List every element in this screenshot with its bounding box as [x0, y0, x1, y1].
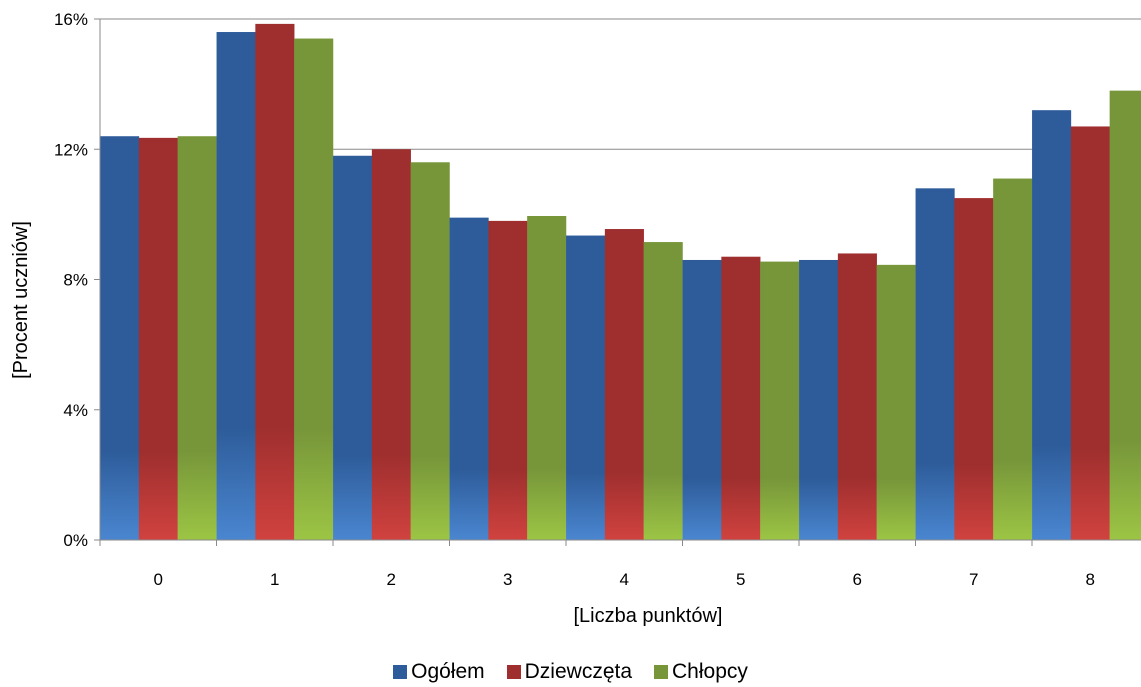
- x-tick-labels: 0 1 2 3 4 5 6 7 8: [154, 570, 1095, 589]
- bar-dziewczęta-7: [954, 198, 994, 540]
- legend-item: Ogółem: [393, 660, 485, 684]
- bar-chłopcy-8: [1109, 90, 1141, 540]
- legend: Ogółem Dziewczęta Chłopcy: [0, 660, 1141, 687]
- bar-ogółem-6: [799, 259, 839, 540]
- bar-ogółem-4: [566, 235, 606, 540]
- bar-dziewczęta-0: [138, 137, 178, 540]
- axes: [99, 19, 1141, 546]
- legend-label: Chłopcy: [672, 660, 748, 683]
- x-tick-label: 4: [620, 570, 629, 589]
- bar-dziewczęta-3: [488, 220, 528, 540]
- x-tick-label: 5: [736, 570, 745, 589]
- legend-swatch: [654, 665, 669, 679]
- bar-chłopcy-5: [760, 261, 800, 540]
- bar-ogółem-5: [682, 259, 722, 540]
- x-tick-label: 2: [387, 570, 396, 589]
- y-axis-title: [Procent uczniów]: [10, 221, 32, 379]
- y-tick-label: 8%: [63, 271, 88, 290]
- bar-chłopcy-4: [643, 242, 683, 540]
- bar-ogółem-8: [1032, 110, 1072, 541]
- bar-dziewczęta-4: [604, 229, 644, 540]
- legend-swatch: [506, 665, 521, 679]
- bar-dziewczęta-1: [255, 23, 295, 540]
- x-tick-label: 8: [1086, 570, 1095, 589]
- legend-label: Ogółem: [411, 660, 485, 683]
- y-tick-label: 0%: [63, 531, 88, 550]
- x-tick-label: 3: [503, 570, 512, 589]
- bar-dziewczęta-8: [1070, 126, 1110, 541]
- bar-ogółem-0: [100, 136, 140, 540]
- legend-swatch: [393, 665, 408, 679]
- x-tick-label: 1: [270, 570, 279, 589]
- bar-chłopcy-1: [294, 38, 334, 540]
- x-tick-label: 7: [969, 570, 978, 589]
- bar-ogółem-7: [915, 188, 955, 540]
- bars: [100, 23, 1141, 541]
- y-tick-label: 16%: [54, 10, 88, 29]
- bar-ogółem-2: [333, 155, 373, 540]
- bar-chłopcy-6: [876, 264, 916, 540]
- x-tick-label: 6: [853, 570, 862, 589]
- bar-dziewczęta-6: [837, 253, 877, 540]
- y-tick-label: 12%: [54, 140, 88, 159]
- bar-dziewczęta-5: [721, 256, 761, 540]
- bar-chłopcy-3: [527, 216, 567, 541]
- legend-item: Dziewczęta: [506, 660, 633, 684]
- x-tick-label: 0: [154, 570, 163, 589]
- bar-ogółem-3: [449, 217, 489, 540]
- bar-chłopcy-2: [410, 162, 450, 540]
- y-tick-labels: 0% 4% 8% 12% 16%: [54, 10, 88, 550]
- bar-ogółem-1: [216, 32, 256, 541]
- y-tick-label: 4%: [63, 401, 88, 420]
- legend-item: Chłopcy: [654, 660, 748, 684]
- legend-label: Dziewczęta: [524, 660, 633, 683]
- x-axis-title: [Liczba punktów]: [574, 605, 723, 627]
- bar-chłopcy-7: [993, 178, 1033, 540]
- bar-chłopcy-0: [177, 136, 217, 540]
- bar-dziewczęta-2: [371, 149, 411, 540]
